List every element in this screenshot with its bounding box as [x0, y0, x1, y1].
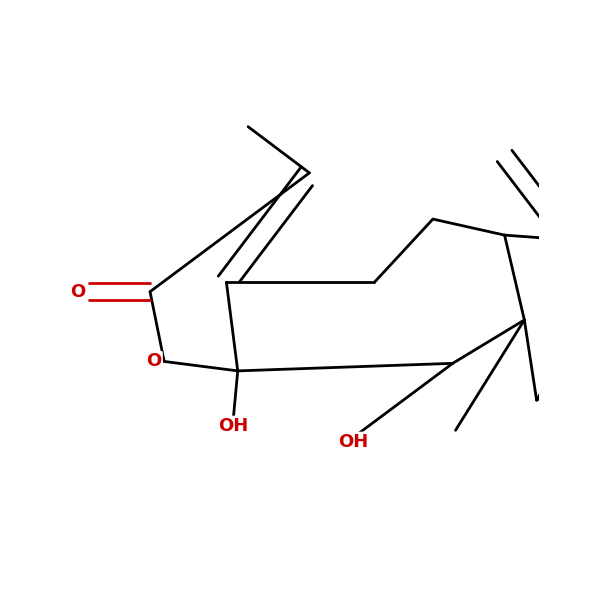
Text: O: O	[70, 283, 85, 301]
Text: OH: OH	[338, 433, 368, 451]
Text: OH: OH	[218, 417, 248, 435]
Text: O: O	[146, 352, 161, 370]
